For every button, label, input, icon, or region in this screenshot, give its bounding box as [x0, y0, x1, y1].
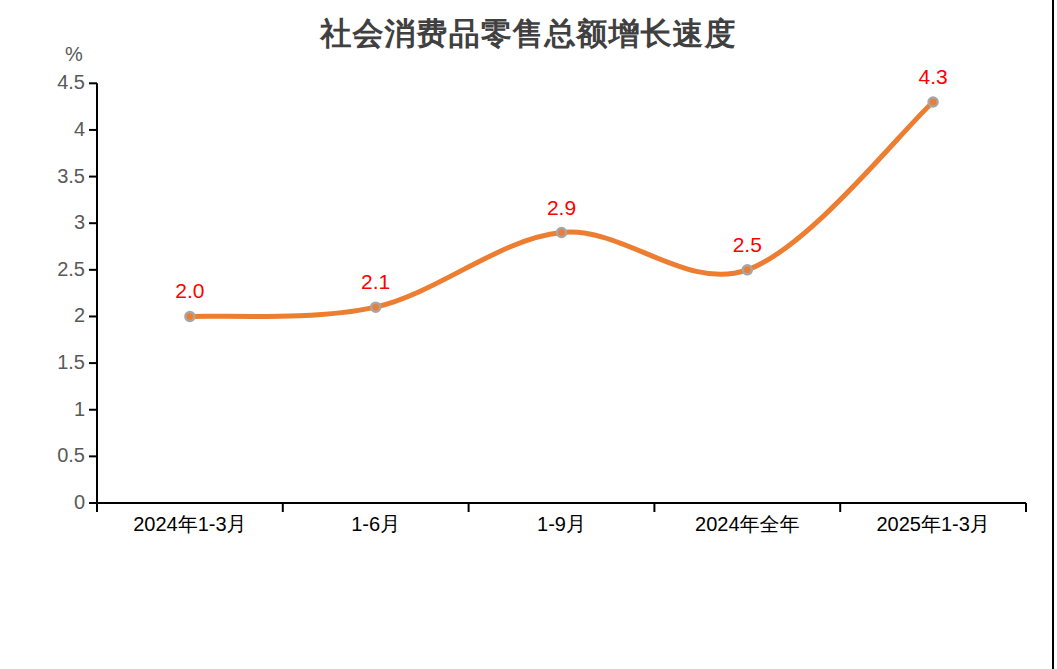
x-axis-category-label: 2024年全年: [695, 513, 800, 535]
data-point-marker[interactable]: [185, 312, 194, 321]
y-axis-tick-label: 2.5: [57, 258, 85, 280]
data-point-marker[interactable]: [557, 228, 566, 237]
x-axis-category-label: 2024年1-3月: [133, 513, 246, 535]
chart-canvas: 社会消费品零售总额增长速度 00.511.522.533.544.52024年1…: [0, 0, 1057, 669]
data-point-marker[interactable]: [743, 265, 752, 274]
x-axis-category-label: 1-9月: [537, 513, 586, 535]
data-point-label: 2.5: [733, 233, 762, 256]
data-point-marker[interactable]: [929, 97, 938, 106]
data-point-label: 2.0: [175, 279, 204, 302]
y-axis-tick-label: 4: [74, 118, 85, 140]
data-point-label: 2.1: [361, 270, 390, 293]
data-point-marker[interactable]: [371, 303, 380, 312]
y-axis-tick-label: 1.5: [57, 351, 85, 373]
x-axis-category-label: 1-6月: [351, 513, 400, 535]
y-axis-tick-label: 0: [74, 491, 85, 513]
y-axis-unit-label: %: [65, 43, 83, 65]
y-axis-tick-label: 2: [74, 304, 85, 326]
window-right-border: [1052, 0, 1054, 669]
line-chart: 0 0.5 1 1.5 2 2.5 3 3.5 4 4.5 2024年1-3月 1-6月 1-9月 202…: [0, 0, 1057, 669]
y-axis-tick-label: 4.5: [57, 71, 85, 93]
x-axis-category-label: 2025年1-3月: [876, 513, 989, 535]
y-axis-tick-label: 1: [74, 398, 85, 420]
y-axis-tick-label: 0.5: [57, 444, 85, 466]
y-axis-tick-label: 3.5: [57, 165, 85, 187]
data-point-label: 4.3: [918, 65, 947, 88]
y-axis-tick-label: 3: [74, 211, 85, 233]
data-point-label: 2.9: [547, 196, 576, 219]
